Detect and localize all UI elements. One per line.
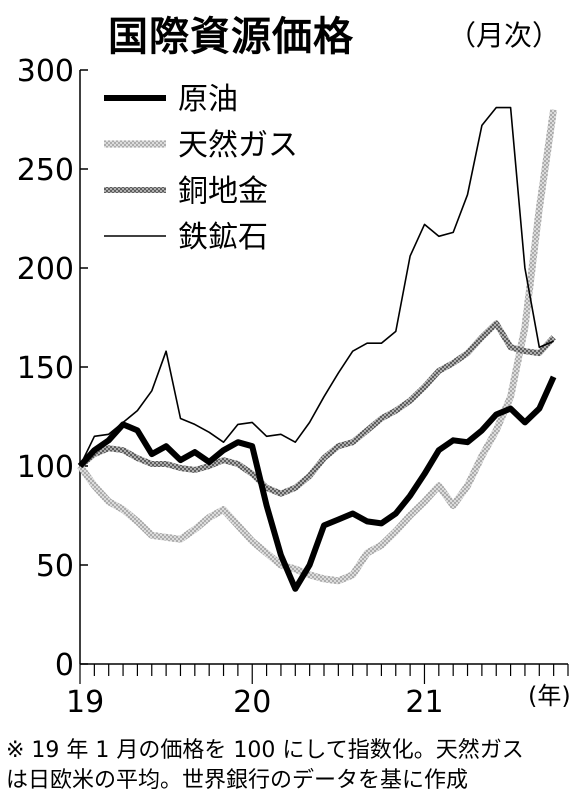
footnote-line-2: は日欧米の平均。世界銀行のデータを基に作成 (6, 768, 469, 793)
y-tick-label: 250 (17, 153, 74, 188)
footnote-line-1: ※ 19 年 1 月の価格を 100 にして指数化。天然ガス (6, 738, 524, 763)
footnote: ※ 19 年 1 月の価格を 100 にして指数化。天然ガス は日欧米の平均。世… (6, 736, 572, 796)
y-tick-label: 300 (17, 54, 74, 89)
y-tick-label: 50 (36, 549, 74, 584)
legend-label-鉄鉱石: 鉄鉱石 (178, 220, 268, 255)
series-layer (77, 106, 558, 592)
axes: 0 50 100 150 200 250 300 19 20 21 (17, 54, 569, 720)
chart-title: 国際資源価格 (108, 14, 354, 60)
x-tick-label: 21 (405, 685, 443, 720)
series-line-銅地金 (78, 320, 556, 497)
x-tick-label: 20 (233, 685, 271, 720)
legend-label-原油: 原油 (178, 82, 238, 117)
series-line-天然ガス (77, 109, 558, 585)
series-line-原油 (77, 375, 557, 592)
series-line-鉄鉱石 (79, 106, 554, 467)
x-axis-unit: (年) (528, 682, 571, 710)
y-tick-label: 150 (17, 351, 74, 386)
y-tick-label: 200 (17, 252, 74, 287)
x-tick-label: 19 (66, 685, 104, 720)
y-tick-label: 0 (55, 648, 74, 683)
legend-label-銅地金: 銅地金 (178, 174, 268, 209)
y-tick-label: 100 (17, 450, 74, 485)
legend-label-天然ガス: 天然ガス (178, 128, 298, 163)
chart-subtitle: （月次） (448, 19, 561, 52)
